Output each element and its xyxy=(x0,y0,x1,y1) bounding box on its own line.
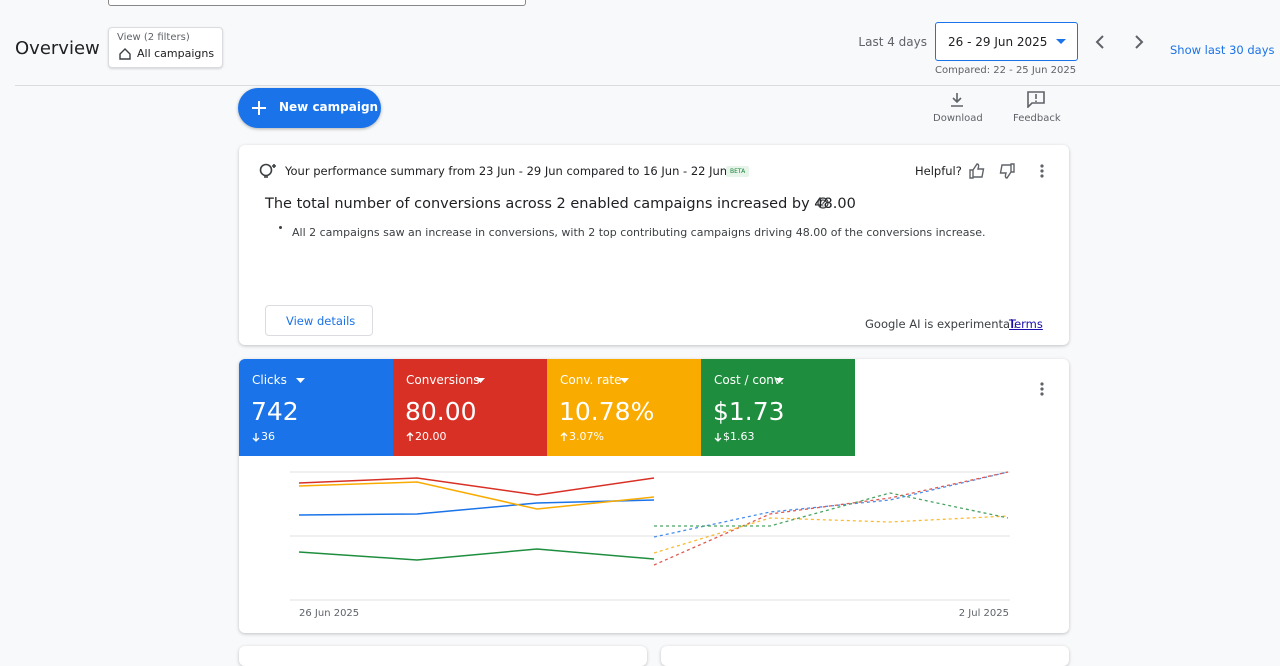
metric-name: Clicks xyxy=(252,373,287,387)
thumb-up[interactable] xyxy=(969,163,985,179)
trend-lines xyxy=(298,471,1009,566)
home-icon xyxy=(119,48,131,60)
date-preset: Last 4 days xyxy=(858,35,927,49)
bullet-dot xyxy=(279,226,282,229)
metric-dropdown[interactable] xyxy=(296,378,305,383)
metric-name: Conversions xyxy=(406,373,480,387)
helpful-label: Helpful? xyxy=(915,164,962,178)
bottom-card xyxy=(239,646,647,666)
summary-card: Your performance summary from 23 Jun - 2… xyxy=(239,145,1069,345)
dropdown-icon xyxy=(1056,39,1066,44)
metric-change: 20.00 xyxy=(415,430,447,443)
search-bar[interactable] xyxy=(108,0,526,6)
metric-change: 36 xyxy=(261,430,275,443)
change-arrow xyxy=(406,432,414,441)
x-start-label: 26 Jun 2025 xyxy=(299,608,359,619)
bulb-icon xyxy=(259,163,276,178)
metric-change: 3.07% xyxy=(569,430,604,443)
performance-card: Clicks 742 36 Conversions 80.00 20.00 Conv… xyxy=(239,359,1069,633)
scorecard[interactable]: Cost / conv. $1.73 $1.63 xyxy=(701,359,855,456)
plus-icon xyxy=(252,101,266,115)
filter-count: View (2 filters) xyxy=(117,32,190,43)
change-arrow xyxy=(560,432,568,441)
metric-dropdown[interactable] xyxy=(476,378,485,383)
metric-dropdown[interactable] xyxy=(775,378,784,383)
view-details-button[interactable]: View details xyxy=(265,305,373,336)
metric-name: Conv. rate xyxy=(560,373,622,387)
gridlines xyxy=(290,471,1010,601)
page-title: Overview xyxy=(15,38,100,59)
date-range: 26 - 29 Jun 2025 xyxy=(948,35,1048,49)
metric-value: 10.78% xyxy=(559,397,655,426)
show-last-link[interactable]: Show last 30 days xyxy=(1170,43,1275,57)
metric-value: $1.73 xyxy=(713,397,785,426)
download-icon[interactable] xyxy=(949,92,965,108)
date-picker[interactable]: 26 - 29 Jun 2025 xyxy=(935,22,1078,61)
summary-title: Your performance summary from 23 Jun - 2… xyxy=(285,164,728,178)
ai-disclaimer: Google AI is experimental. xyxy=(865,317,1017,331)
more-menu[interactable] xyxy=(1039,381,1045,397)
help-icon[interactable] xyxy=(817,197,829,209)
summary-headline: The total number of conversions across 2… xyxy=(265,196,856,212)
terms-link[interactable]: Terms xyxy=(1009,317,1043,331)
trend-chart: 26 Jun 2025 2 Jul 2025 xyxy=(290,471,1010,619)
scorecard[interactable]: Conversions 80.00 20.00 xyxy=(393,359,547,456)
compared-range: Compared: 22 - 25 Jun 2025 xyxy=(935,65,1077,76)
new-campaign-button[interactable]: New campaign xyxy=(238,88,381,128)
scorecard[interactable]: Conv. rate 10.78% 3.07% xyxy=(547,359,701,456)
metric-value: 742 xyxy=(251,397,299,426)
button-label: View details xyxy=(286,314,356,328)
scorecard[interactable]: Clicks 742 36 xyxy=(239,359,393,456)
metric-dropdown[interactable] xyxy=(620,378,629,383)
beta-badge: BETA xyxy=(726,166,750,177)
metric-name: Cost / conv. xyxy=(714,373,784,387)
feedback-label: Feedback xyxy=(1013,113,1061,124)
more-menu[interactable] xyxy=(1039,163,1045,179)
next-button[interactable] xyxy=(1133,34,1145,50)
summary-bullet: All 2 campaigns saw an increase in conve… xyxy=(292,226,986,239)
download-label: Download xyxy=(933,113,983,124)
metric-change: $1.63 xyxy=(723,430,755,443)
divider xyxy=(15,85,1280,86)
x-end-label: 2 Jul 2025 xyxy=(959,608,1009,619)
change-arrow xyxy=(714,433,722,442)
bottom-card xyxy=(661,646,1069,666)
view-name: All campaigns xyxy=(137,47,215,60)
thumb-down[interactable] xyxy=(999,163,1015,179)
change-arrow xyxy=(252,433,260,442)
feedback-icon[interactable] xyxy=(1027,91,1045,108)
metric-value: 80.00 xyxy=(405,397,477,426)
view-filter[interactable]: View (2 filters) All campaigns xyxy=(108,27,223,68)
button-label: New campaign xyxy=(279,100,379,114)
prev-button[interactable] xyxy=(1094,34,1106,50)
page: Overview View (2 filters) All campaigns … xyxy=(15,0,1280,633)
